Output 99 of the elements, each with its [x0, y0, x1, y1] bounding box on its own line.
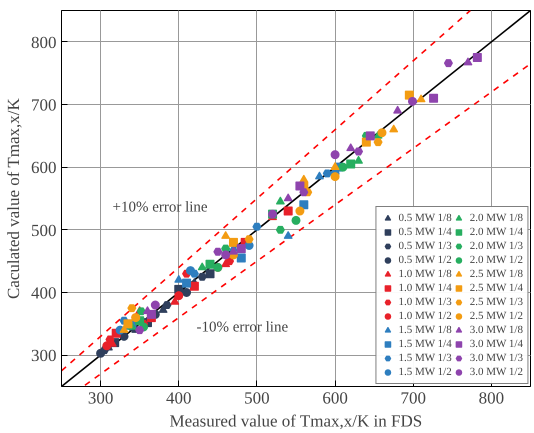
- point: [158, 304, 168, 313]
- point: [236, 244, 246, 254]
- point: [472, 53, 482, 62]
- point: [444, 59, 453, 68]
- legend-label: 2.0 MW 1/2: [470, 254, 523, 266]
- x-tick-label: 300: [88, 388, 114, 408]
- point: [346, 160, 356, 169]
- legend-label: 2.5 MW 1/2: [470, 310, 523, 322]
- point: [182, 288, 192, 297]
- x-tick-label: 600: [322, 388, 348, 408]
- point: [150, 300, 160, 310]
- point: [314, 171, 324, 180]
- point: [330, 172, 340, 182]
- x-tick-label: 800: [478, 388, 504, 408]
- point: [105, 336, 114, 344]
- legend-label: 0.5 MW 1/3: [398, 240, 452, 252]
- x-tick-label: 400: [166, 388, 192, 408]
- point: [244, 235, 254, 244]
- point: [135, 326, 144, 334]
- point: [228, 238, 238, 247]
- point: [186, 266, 195, 276]
- legend-label: 0.5 MW 1/4: [398, 226, 452, 238]
- point: [146, 310, 156, 319]
- legend-label: 1.5 MW 1/4: [398, 338, 452, 350]
- legend-label: 1.0 MW 1/2: [398, 310, 452, 322]
- legend-label: 2.0 MW 1/4: [470, 226, 523, 238]
- legend-label: 1.5 MW 1/3: [398, 352, 452, 364]
- point: [276, 196, 285, 204]
- point: [463, 57, 472, 66]
- point: [96, 348, 106, 358]
- legend-label: 3.0 MW 1/3: [470, 352, 523, 364]
- point: [162, 301, 172, 309]
- legend-label: 2.5 MW 1/3: [470, 296, 523, 308]
- point: [416, 94, 426, 102]
- point: [170, 296, 180, 305]
- legend-label: 2.0 MW 1/3: [470, 240, 523, 252]
- x-tick-label: 500: [244, 388, 270, 408]
- point: [284, 206, 293, 216]
- legend-label: 1.0 MW 1/8: [398, 268, 452, 280]
- point: [284, 230, 293, 239]
- point: [408, 96, 417, 106]
- x-tick-label: 700: [400, 388, 426, 408]
- legend-label: 3.0 MW 1/2: [470, 366, 523, 378]
- point: [174, 291, 184, 300]
- point: [213, 248, 222, 256]
- point: [236, 254, 246, 263]
- point: [276, 226, 285, 234]
- legend-label: 1.5 MW 1/2: [398, 366, 452, 378]
- point: [292, 216, 300, 225]
- legend-label: 1.0 MW 1/4: [398, 282, 452, 294]
- point: [228, 246, 238, 255]
- point: [354, 156, 364, 164]
- point: [429, 94, 438, 103]
- legend-label: 1.0 MW 1/3: [398, 296, 452, 308]
- point: [295, 181, 304, 190]
- point: [206, 269, 215, 278]
- point: [299, 188, 308, 196]
- point: [123, 319, 132, 328]
- y-tick-label: 500: [31, 220, 56, 240]
- legend-label: 3.0 MW 1/4: [470, 338, 523, 350]
- point: [206, 260, 215, 269]
- legend-label: 0.5 MW 1/2: [398, 254, 452, 266]
- point: [330, 150, 340, 160]
- point: [377, 128, 386, 138]
- point: [182, 278, 192, 288]
- point: [252, 222, 262, 231]
- legend-label: 2.0 MW 1/8: [470, 212, 523, 224]
- point: [221, 250, 230, 260]
- point: [366, 131, 375, 140]
- legend-label: 3.0 MW 1/8: [470, 324, 523, 336]
- y-tick-label: 600: [31, 158, 56, 178]
- point: [330, 162, 340, 170]
- point: [354, 148, 364, 156]
- legend-label: 1.5 MW 1/8: [398, 324, 452, 336]
- y-tick-label: 700: [31, 96, 56, 114]
- y-tick-label: 400: [31, 284, 56, 302]
- point: [221, 230, 230, 239]
- point: [374, 138, 383, 146]
- point: [198, 262, 207, 270]
- annotation: -10% error line: [196, 320, 288, 336]
- y-tick-label: 300: [31, 346, 56, 366]
- point: [284, 193, 293, 202]
- point: [295, 206, 304, 216]
- point: [322, 169, 332, 178]
- point: [393, 106, 402, 114]
- legend-label: 2.5 MW 1/8: [470, 268, 523, 280]
- y-axis-title: Caculated value of Tmax,x/K: [4, 98, 23, 300]
- point: [198, 272, 207, 281]
- point: [190, 282, 199, 291]
- point: [346, 143, 356, 152]
- y-tick-label: 800: [31, 32, 56, 52]
- legend-label: 2.5 MW 1/4: [470, 282, 523, 294]
- legend-label: 0.5 MW 1/8: [398, 212, 452, 224]
- annotation: +10% error line: [112, 200, 208, 216]
- x-axis-title: Measured value of Tmax,x/K in FDS: [169, 412, 422, 430]
- point: [338, 162, 348, 172]
- point: [389, 124, 398, 132]
- point: [174, 274, 184, 283]
- point: [127, 304, 136, 312]
